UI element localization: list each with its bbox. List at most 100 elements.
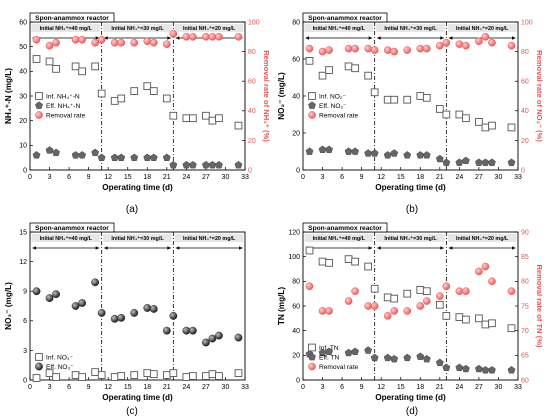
legend-marker <box>308 92 316 100</box>
phase-label: Initial NH₄⁺=40 mg/L <box>313 26 366 32</box>
phase-label: Initial NH₄⁺=30 mg/L <box>111 236 164 242</box>
y2-tick-label: 20 <box>248 138 256 145</box>
data-point <box>364 346 373 354</box>
data-point <box>325 258 333 267</box>
x-tick-label: 6 <box>67 174 71 181</box>
data-point <box>325 66 333 74</box>
data-point <box>91 148 100 157</box>
data-point <box>32 35 41 44</box>
data-point <box>202 160 210 169</box>
y2-tick-label: 60 <box>521 79 529 86</box>
panel-label: (b) <box>406 204 418 215</box>
data-point <box>149 87 158 95</box>
y-tick-label: 80 <box>292 279 300 286</box>
data-point <box>318 47 327 56</box>
phase-label: Initial NH₄⁺=20 mg/L <box>456 26 509 32</box>
data-point <box>435 358 444 367</box>
data-point <box>325 307 333 315</box>
y2-tick-label: 90 <box>521 229 529 236</box>
phase-arrow-head-right <box>95 246 100 250</box>
y2-tick-label: 60 <box>248 79 256 86</box>
data-point <box>507 123 516 132</box>
data-point <box>475 267 483 276</box>
data-point <box>71 151 80 159</box>
data-point <box>481 320 490 329</box>
y-tick-label: 40 <box>292 93 300 100</box>
phase-label-box <box>304 234 374 242</box>
y-tick-label: 15 <box>19 229 27 236</box>
phase-label-box <box>447 24 517 32</box>
data-point <box>383 293 392 302</box>
legend-label: Removal rate <box>319 113 359 120</box>
data-point <box>488 319 496 328</box>
data-point <box>110 153 119 161</box>
phase-label: Initial NH₄⁺=40 mg/L <box>40 236 93 242</box>
data-point <box>370 88 379 97</box>
x-tick-label: 6 <box>340 174 344 181</box>
y-tick-label: 30 <box>19 93 27 100</box>
data-point <box>318 145 327 153</box>
x-tick-label: 21 <box>163 384 171 391</box>
data-point <box>78 67 86 76</box>
phase-label-box <box>31 234 101 242</box>
data-point <box>208 160 217 169</box>
data-point <box>383 353 392 362</box>
y-axis-label: NO₃⁻ (mg/L) <box>4 282 13 330</box>
data-point <box>325 347 333 355</box>
data-point <box>162 153 171 161</box>
data-point <box>442 312 451 320</box>
phase-arrow-head-left <box>448 36 453 40</box>
series-0 <box>32 368 243 382</box>
data-point <box>202 372 210 380</box>
data-point <box>455 363 464 371</box>
data-point <box>403 353 412 362</box>
x-axis-label: Operating time (d) <box>102 183 173 192</box>
plot-frame <box>29 231 246 381</box>
y2-tick-label: 20 <box>521 138 529 145</box>
x-tick-label: 3 <box>321 174 325 181</box>
data-point <box>234 121 243 130</box>
legend-label: Removal rate <box>319 364 359 371</box>
legend-label: Removal rate <box>46 113 86 120</box>
series-0 <box>32 55 243 130</box>
y-tick-label: 60 <box>292 56 300 63</box>
data-point <box>162 94 171 103</box>
data-point <box>110 97 119 105</box>
data-point <box>318 71 327 80</box>
x-tick-label: 0 <box>28 174 32 181</box>
data-point <box>390 47 399 56</box>
data-point <box>475 37 483 46</box>
x-tick-label: 0 <box>301 174 305 181</box>
data-point <box>188 160 197 169</box>
y2-tick-label: 70 <box>521 328 529 335</box>
data-point <box>442 158 451 166</box>
data-point <box>462 41 470 50</box>
data-point <box>162 371 171 379</box>
data-point <box>507 287 516 296</box>
x-tick-label: 27 <box>475 174 483 181</box>
phase-label-box <box>376 234 445 242</box>
data-point <box>305 282 314 291</box>
phase-arrow-head-left <box>104 246 108 250</box>
data-point <box>481 262 490 271</box>
data-point <box>416 286 425 294</box>
x-tick-label: 18 <box>416 174 424 181</box>
phase-label-box <box>174 234 244 242</box>
phase-label-box <box>174 24 244 32</box>
data-point <box>117 94 126 103</box>
series-1 <box>32 146 243 169</box>
data-point <box>507 366 516 374</box>
data-point <box>383 312 392 320</box>
phase-arrow-head-right <box>512 246 516 250</box>
data-point <box>52 65 60 73</box>
y-tick-label: 50 <box>19 44 27 51</box>
x-tick-label: 33 <box>241 384 249 391</box>
x-axis-label: Operating time (d) <box>102 393 173 402</box>
data-point <box>45 146 54 154</box>
x-tick-label: 30 <box>222 384 230 391</box>
data-point <box>351 147 360 155</box>
data-point <box>422 287 431 296</box>
data-point <box>97 153 106 161</box>
data-point <box>455 110 464 119</box>
data-point <box>475 314 483 323</box>
